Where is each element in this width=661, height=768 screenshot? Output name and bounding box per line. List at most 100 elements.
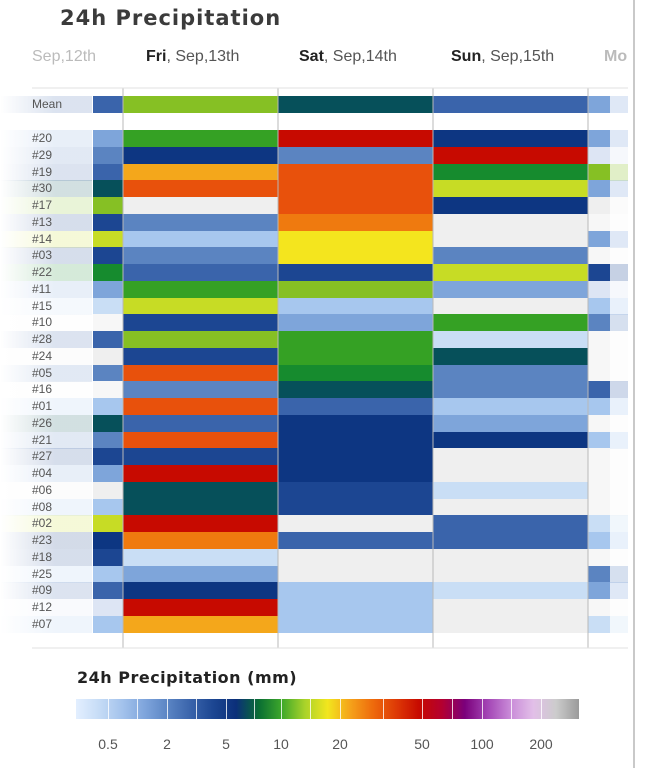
heatmap-cell xyxy=(123,481,278,499)
legend-separator xyxy=(137,699,138,719)
heatmap-cell xyxy=(433,582,588,600)
heatmap-cell xyxy=(610,582,628,600)
legend-tick: 200 xyxy=(529,736,553,752)
row-label: #29 xyxy=(0,146,92,164)
heatmap-cell xyxy=(123,96,278,113)
heatmap-cell xyxy=(123,465,278,482)
heatmap-cell xyxy=(610,146,628,164)
legend-separator xyxy=(383,699,384,719)
legend-tick: 50 xyxy=(414,736,430,752)
heatmap-cell xyxy=(278,465,433,482)
heatmap-cell xyxy=(93,297,123,315)
heatmap-cell xyxy=(123,280,278,298)
heatmap-cell xyxy=(433,230,588,248)
heatmap-cell xyxy=(588,297,610,315)
heatmap-cell xyxy=(433,481,588,499)
day-header-weekday: Sat xyxy=(299,48,324,65)
row-label: #04 xyxy=(0,465,92,482)
heatmap-cell xyxy=(433,297,588,315)
legend-separator xyxy=(167,699,168,719)
heatmap-cell xyxy=(610,498,628,516)
heatmap-cell xyxy=(123,398,278,415)
heatmap-cell xyxy=(588,163,610,181)
heatmap-cell xyxy=(278,481,433,499)
heatmap-cell xyxy=(93,247,123,265)
heatmap-cell xyxy=(610,381,628,399)
heatmap-cell xyxy=(278,498,433,516)
heatmap-cell xyxy=(433,163,588,181)
day-header-3: Sun, Sep,15th xyxy=(451,48,554,66)
heatmap-cell xyxy=(93,448,123,466)
heatmap-cell xyxy=(433,565,588,583)
heatmap-cell xyxy=(610,448,628,466)
heatmap-cell xyxy=(610,364,628,382)
heatmap-cell xyxy=(278,130,433,147)
heatmap-cell xyxy=(610,481,628,499)
heatmap-cell xyxy=(123,515,278,533)
legend-tick: 20 xyxy=(332,736,348,752)
heatmap-cell xyxy=(123,180,278,198)
heatmap-cell xyxy=(610,96,628,113)
heatmap-cell xyxy=(588,398,610,415)
heatmap-cell xyxy=(278,414,433,432)
heatmap-cell xyxy=(588,414,610,432)
heatmap-cell xyxy=(588,347,610,365)
heatmap-cell xyxy=(123,565,278,583)
heatmap-cell xyxy=(610,264,628,281)
heatmap-cell xyxy=(278,297,433,315)
row-label: #24 xyxy=(0,347,92,365)
heatmap-cell xyxy=(93,264,123,281)
row-label: Mean xyxy=(0,96,92,113)
heatmap-cell xyxy=(278,615,433,633)
heatmap-cell xyxy=(93,498,123,516)
day-header-4: Mo xyxy=(604,48,633,66)
row-label: #25 xyxy=(0,565,92,583)
heatmap-cell xyxy=(278,364,433,382)
heatmap-cell xyxy=(433,331,588,348)
heatmap-cell xyxy=(278,280,433,298)
heatmap-cell xyxy=(433,431,588,449)
heatmap-cell xyxy=(93,314,123,332)
heatmap-cell xyxy=(278,264,433,281)
heatmap-cell xyxy=(610,414,628,432)
heatmap-cell xyxy=(278,599,433,616)
legend-separator xyxy=(511,699,512,719)
heatmap-cell xyxy=(93,599,123,616)
heatmap-cell xyxy=(433,615,588,633)
heatmap-cell xyxy=(588,264,610,281)
heatmap-cell xyxy=(610,599,628,616)
heatmap-cell xyxy=(610,130,628,147)
heatmap-cell xyxy=(433,448,588,466)
heatmap-cell xyxy=(278,213,433,231)
heatmap-cell xyxy=(278,515,433,533)
heatmap-cell xyxy=(433,498,588,516)
heatmap-cell xyxy=(588,230,610,248)
heatmap-cell xyxy=(610,280,628,298)
heatmap-cell xyxy=(93,197,123,214)
heatmap-cell xyxy=(123,548,278,566)
heatmap-cell xyxy=(278,548,433,566)
heatmap-cell xyxy=(278,314,433,332)
legend-gradient xyxy=(76,699,579,719)
heatmap-cell xyxy=(433,264,588,281)
heatmap-cell xyxy=(588,146,610,164)
legend-separator xyxy=(281,699,282,719)
heatmap-cell xyxy=(610,398,628,415)
right-border xyxy=(633,0,635,768)
row-label: #03 xyxy=(0,247,92,265)
legend-separator xyxy=(226,699,227,719)
heatmap-cell xyxy=(278,347,433,365)
heatmap-cell xyxy=(433,465,588,482)
heatmap-cell xyxy=(433,213,588,231)
heatmap-cell xyxy=(433,96,588,113)
heatmap-cell xyxy=(123,331,278,348)
heatmap-cell xyxy=(123,532,278,549)
row-label: #10 xyxy=(0,314,92,332)
row-label: #26 xyxy=(0,414,92,432)
heatmap-cell xyxy=(610,197,628,214)
row-label: #02 xyxy=(0,515,92,533)
heatmap-cell xyxy=(278,398,433,415)
heatmap-cell xyxy=(588,247,610,265)
heatmap-cell xyxy=(123,347,278,365)
day-header-weekday: Sun xyxy=(451,48,482,65)
